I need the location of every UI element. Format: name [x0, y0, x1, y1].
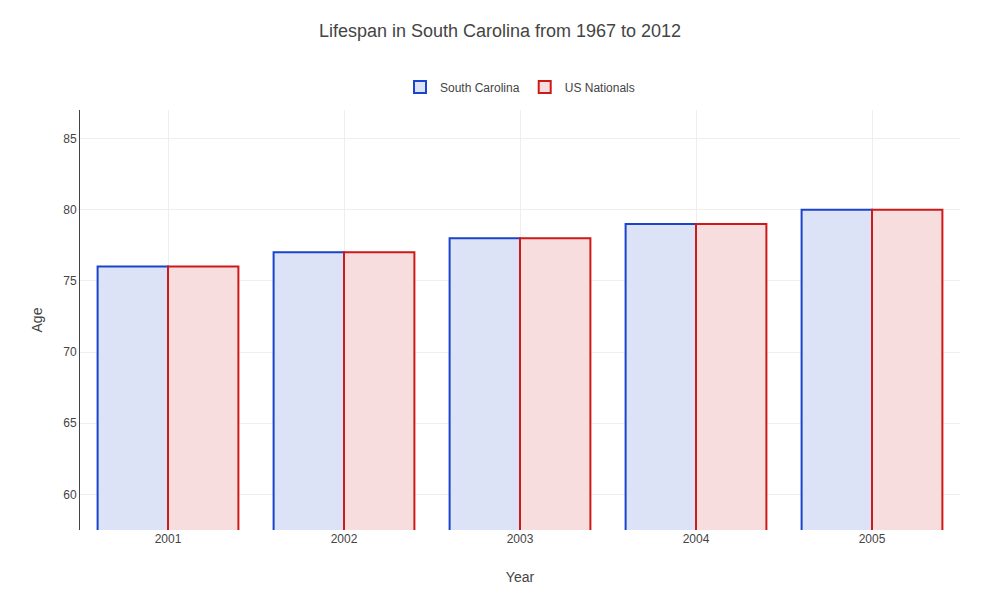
svg-text:2002: 2002 — [331, 532, 358, 546]
svg-text:75: 75 — [63, 274, 77, 288]
svg-text:2003: 2003 — [507, 532, 534, 546]
svg-text:US Nationals: US Nationals — [565, 81, 635, 95]
svg-text:2005: 2005 — [859, 532, 886, 546]
svg-text:70: 70 — [63, 345, 77, 359]
svg-text:85: 85 — [63, 132, 77, 146]
svg-text:South Carolina: South Carolina — [440, 81, 520, 95]
svg-text:Age: Age — [29, 307, 45, 332]
svg-text:2004: 2004 — [683, 532, 710, 546]
svg-text:80: 80 — [63, 203, 77, 217]
svg-text:Year: Year — [506, 569, 535, 585]
svg-text:2001: 2001 — [155, 532, 182, 546]
svg-text:60: 60 — [63, 488, 77, 502]
svg-text:Lifespan in South Carolina fro: Lifespan in South Carolina from 1967 to … — [319, 21, 681, 41]
svg-text:65: 65 — [63, 416, 77, 430]
